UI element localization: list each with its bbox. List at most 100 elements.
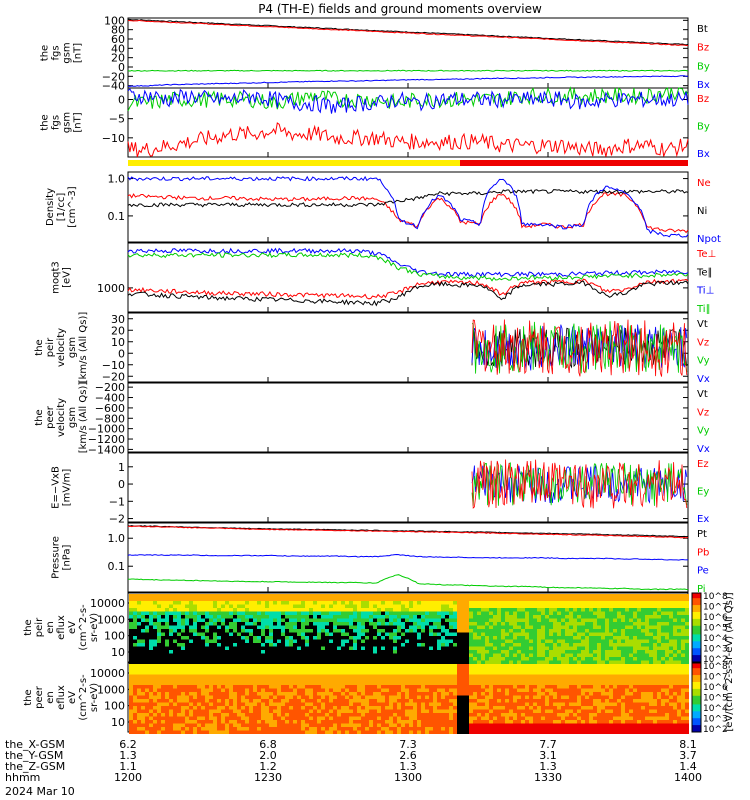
spec-cell xyxy=(381,615,385,619)
spec-cell xyxy=(649,639,653,643)
spec-cell xyxy=(477,685,481,689)
spec-cell xyxy=(237,674,241,678)
spec-cell xyxy=(301,667,305,671)
spec-cell xyxy=(329,730,333,734)
spec-cell xyxy=(133,632,137,636)
spec-cell xyxy=(297,695,301,699)
spec-cell xyxy=(477,706,481,710)
spec-cell xyxy=(505,695,509,699)
spec-cell xyxy=(173,657,177,661)
spec-cell xyxy=(313,660,317,664)
spec-cell xyxy=(333,615,337,619)
spec-cell xyxy=(441,699,445,703)
spec-cell xyxy=(405,597,409,601)
spec-cell xyxy=(193,716,197,720)
spec-cell xyxy=(505,685,509,689)
spec-cell xyxy=(517,650,521,654)
spec-cell xyxy=(497,615,501,619)
panel-ylabel-line: [km/s (All Qs)] xyxy=(78,312,89,384)
spec-cell xyxy=(281,608,285,612)
spec-cell xyxy=(421,636,425,640)
spec-cell xyxy=(401,720,405,724)
spec-cell xyxy=(629,646,633,650)
spec-cell xyxy=(185,629,189,633)
spec-cell xyxy=(353,730,357,734)
spec-cell xyxy=(317,594,321,598)
spec-cell xyxy=(681,594,685,598)
spec-cell xyxy=(413,727,417,731)
spec-cell xyxy=(485,639,489,643)
spec-cell xyxy=(385,650,389,654)
spec-cell xyxy=(633,632,637,636)
spec-cell xyxy=(153,632,157,636)
spec-cell xyxy=(661,646,665,650)
spec-cell xyxy=(489,716,493,720)
spec-cell xyxy=(429,681,433,685)
spec-cell xyxy=(357,594,361,598)
spec-cell xyxy=(389,611,393,615)
spec-cell xyxy=(181,664,185,668)
spec-cell xyxy=(213,622,217,626)
spec-cell xyxy=(157,716,161,720)
spec-cell xyxy=(549,632,553,636)
spec-cell xyxy=(269,618,273,622)
spec-cell xyxy=(193,702,197,706)
spec-cell xyxy=(445,667,449,671)
spec-cell xyxy=(289,674,293,678)
spec-cell xyxy=(217,625,221,629)
spec-cell xyxy=(145,667,149,671)
spec-cell xyxy=(273,713,277,717)
spec-cell xyxy=(621,625,625,629)
spec-cell xyxy=(229,688,233,692)
spec-cell xyxy=(653,643,657,647)
spec-cell xyxy=(197,615,201,619)
series-line-Pi xyxy=(127,574,689,591)
spec-cell xyxy=(361,594,365,598)
spec-cell xyxy=(321,646,325,650)
spec-cell xyxy=(185,723,189,727)
spec-cell xyxy=(205,706,209,710)
spec-cell xyxy=(213,615,217,619)
spec-cell xyxy=(441,625,445,629)
spec-cell xyxy=(357,625,361,629)
spec-cell xyxy=(637,636,641,640)
spec-cell xyxy=(497,657,501,661)
spec-cell xyxy=(505,618,509,622)
spec-cell xyxy=(473,685,477,689)
spec-cell xyxy=(457,643,461,647)
spec-cell xyxy=(297,597,301,601)
spec-cell xyxy=(505,611,509,615)
spec-cell xyxy=(253,702,257,706)
spec-cell xyxy=(613,601,617,605)
spec-cell xyxy=(393,709,397,713)
spec-cell xyxy=(445,601,449,605)
spec-cell xyxy=(293,636,297,640)
spec-cell xyxy=(201,664,205,668)
spec-cell xyxy=(201,622,205,626)
spec-cell xyxy=(265,611,269,615)
spec-cell xyxy=(405,636,409,640)
spec-cell xyxy=(381,594,385,598)
spec-cell xyxy=(461,667,465,671)
spec-cell xyxy=(401,622,405,626)
spec-cell xyxy=(249,608,253,612)
spec-cell xyxy=(557,632,561,636)
spec-cell xyxy=(617,660,621,664)
spec-cell xyxy=(201,629,205,633)
spec-cell xyxy=(309,653,313,657)
spec-cell xyxy=(177,713,181,717)
spec-cell xyxy=(221,594,225,598)
spec-cell xyxy=(609,653,613,657)
spec-cell xyxy=(425,618,429,622)
spec-cell xyxy=(457,702,461,706)
spec-cell xyxy=(181,611,185,615)
spec-cell xyxy=(337,664,341,668)
spec-cell xyxy=(269,615,273,619)
spec-cell xyxy=(497,604,501,608)
spec-cell xyxy=(433,601,437,605)
spec-cell xyxy=(685,657,689,661)
spec-cell xyxy=(129,667,133,671)
spec-cell xyxy=(233,632,237,636)
spec-cell xyxy=(369,618,373,622)
spec-cell xyxy=(449,618,453,622)
